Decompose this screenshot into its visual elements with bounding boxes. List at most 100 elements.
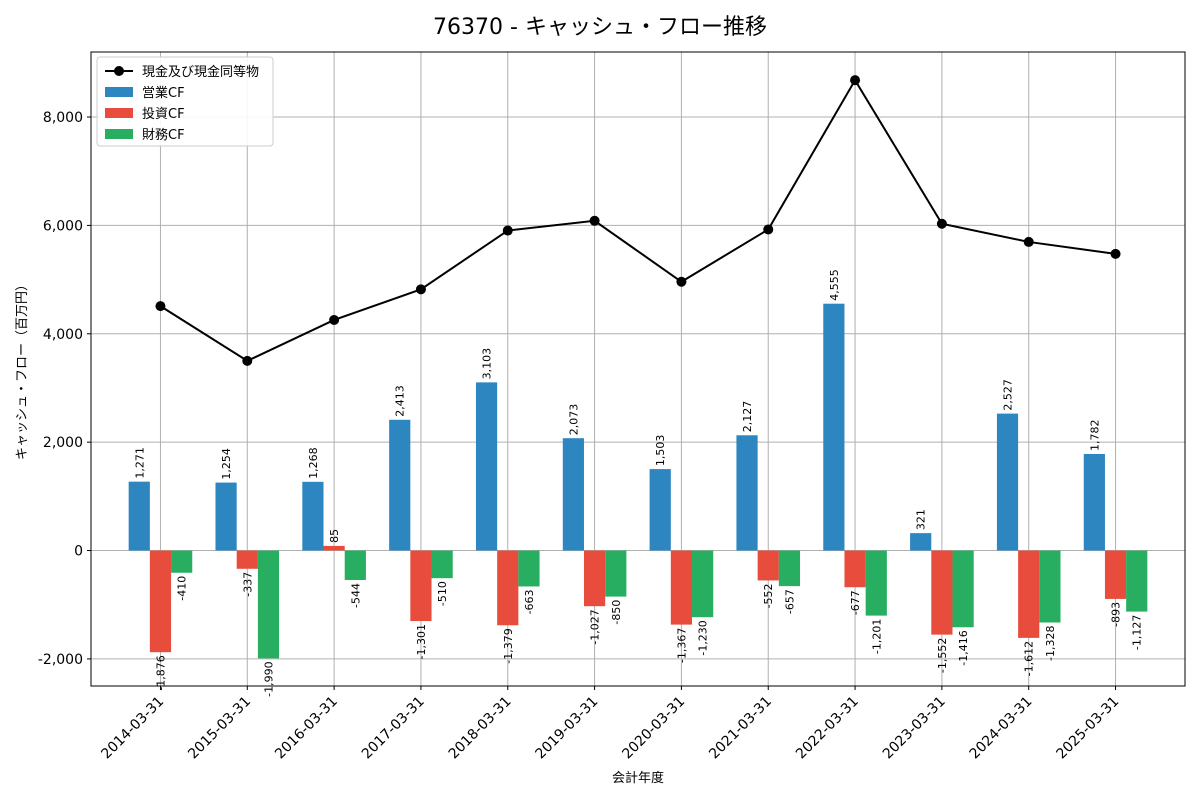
bar bbox=[1104, 550, 1127, 599]
y-tick-label: 2,000 bbox=[43, 435, 83, 451]
bar-value-label: -1,301 bbox=[415, 624, 428, 659]
plot-frame bbox=[90, 51, 1186, 687]
bar-value-label: -663 bbox=[523, 589, 536, 614]
y-tick-label: 8,000 bbox=[43, 110, 83, 126]
bar-value-label: -1,416 bbox=[957, 630, 970, 665]
bar-value-label: -337 bbox=[241, 572, 254, 597]
bar-value-label: 1,782 bbox=[1088, 419, 1101, 451]
bar-value-label: -1,201 bbox=[870, 619, 883, 654]
cash-line-point bbox=[676, 276, 687, 287]
legend-box bbox=[96, 56, 274, 147]
bar bbox=[1039, 550, 1061, 623]
legend-entry: 投資CF bbox=[142, 106, 185, 122]
bar-value-label: -1,230 bbox=[697, 620, 710, 655]
bar-value-label: -677 bbox=[849, 590, 862, 615]
bar bbox=[236, 550, 258, 569]
bar bbox=[736, 435, 758, 551]
bar bbox=[910, 533, 932, 551]
bar-value-label: -893 bbox=[1110, 602, 1123, 627]
bar-value-label: 1,271 bbox=[133, 447, 146, 479]
bar bbox=[497, 550, 519, 626]
y-tick-label: 0 bbox=[74, 544, 83, 560]
bar bbox=[344, 550, 366, 581]
bar-value-label: 321 bbox=[915, 509, 928, 530]
bar-value-label: -510 bbox=[436, 581, 449, 606]
bar-value-label: -1,379 bbox=[502, 628, 515, 663]
bar-value-label: 1,503 bbox=[654, 435, 667, 467]
cash-line-point bbox=[763, 224, 774, 235]
bar bbox=[692, 550, 714, 618]
legend-bar-swatch bbox=[105, 87, 133, 97]
chart-title: 76370 - キャッシュ・フロー推移 bbox=[433, 15, 767, 40]
bar-value-label: 3,103 bbox=[481, 348, 494, 380]
bar bbox=[302, 481, 324, 551]
cash-line-point bbox=[936, 218, 947, 229]
bar bbox=[128, 481, 150, 551]
bar bbox=[1126, 550, 1148, 612]
legend-entry: 営業CF bbox=[142, 85, 185, 101]
legend-entry: 財務CF bbox=[142, 128, 185, 143]
cash-line-point bbox=[415, 284, 426, 295]
legend-marker bbox=[114, 66, 124, 76]
bar-value-label: 2,413 bbox=[394, 385, 407, 417]
bar bbox=[1083, 453, 1105, 551]
bar bbox=[844, 550, 866, 588]
bar-value-label: -1,876 bbox=[154, 655, 167, 690]
bar-value-label: -1,990 bbox=[262, 661, 275, 696]
cash-line-point bbox=[1023, 236, 1034, 247]
bar bbox=[323, 545, 345, 551]
bar bbox=[605, 550, 627, 597]
cash-line-path bbox=[159, 78, 1116, 363]
bar bbox=[1018, 550, 1040, 638]
legend-bar-swatch bbox=[105, 129, 133, 139]
y-tick-label: 6,000 bbox=[43, 218, 83, 234]
bar-value-label: -552 bbox=[762, 583, 775, 608]
bar bbox=[865, 550, 887, 616]
bar-value-label: -1,027 bbox=[589, 609, 602, 644]
bar bbox=[257, 550, 280, 659]
cash-line bbox=[155, 75, 1121, 366]
bar bbox=[171, 550, 193, 573]
bar bbox=[778, 550, 801, 587]
bar bbox=[952, 550, 974, 628]
x-axis-label: 会計年度 bbox=[612, 770, 664, 786]
cash-line-point bbox=[502, 225, 513, 236]
bar bbox=[149, 550, 172, 653]
bar bbox=[518, 550, 540, 587]
legend-entry: 現金及び現金同等物 bbox=[142, 64, 259, 80]
bar-value-label: -1,612 bbox=[1023, 641, 1036, 676]
bar-value-label: 1,268 bbox=[307, 447, 320, 479]
bar-value-label: 1,254 bbox=[220, 448, 233, 480]
bar bbox=[757, 550, 779, 581]
bar bbox=[823, 303, 845, 551]
bar bbox=[475, 382, 498, 551]
bar-value-label: -657 bbox=[783, 589, 796, 614]
cash-line-point bbox=[329, 314, 340, 325]
y-axis-label: キャッシュ・フロー（百万円） bbox=[15, 278, 30, 460]
bar-value-label: -1,328 bbox=[1044, 625, 1057, 660]
cash-line-point bbox=[242, 355, 253, 366]
y-tick-label: 4,000 bbox=[43, 327, 83, 343]
bar-value-label: -544 bbox=[349, 583, 362, 608]
bar bbox=[996, 413, 1019, 551]
bars bbox=[128, 303, 1148, 659]
bar bbox=[670, 550, 693, 625]
cash-line-point bbox=[850, 75, 861, 86]
bar-value-label: -410 bbox=[176, 576, 189, 601]
legend-bar-swatch bbox=[105, 108, 133, 118]
bar bbox=[583, 550, 606, 607]
bar bbox=[215, 482, 237, 551]
bar-value-label: -1,127 bbox=[1131, 615, 1144, 650]
bar bbox=[562, 438, 584, 551]
bar bbox=[431, 550, 453, 579]
bar-value-label: 2,073 bbox=[567, 404, 580, 436]
bar-value-label: 2,127 bbox=[741, 401, 754, 433]
bar bbox=[931, 550, 953, 635]
bar-value-labels: 1,271 1,254 1,268 2,413 3,103 2,073 1,503 2,127… bbox=[133, 269, 1143, 697]
bar-value-label: 2,527 bbox=[1002, 379, 1015, 411]
bar-value-label: -1,367 bbox=[675, 628, 688, 663]
bar bbox=[389, 419, 411, 551]
cash-line-point bbox=[155, 301, 166, 312]
